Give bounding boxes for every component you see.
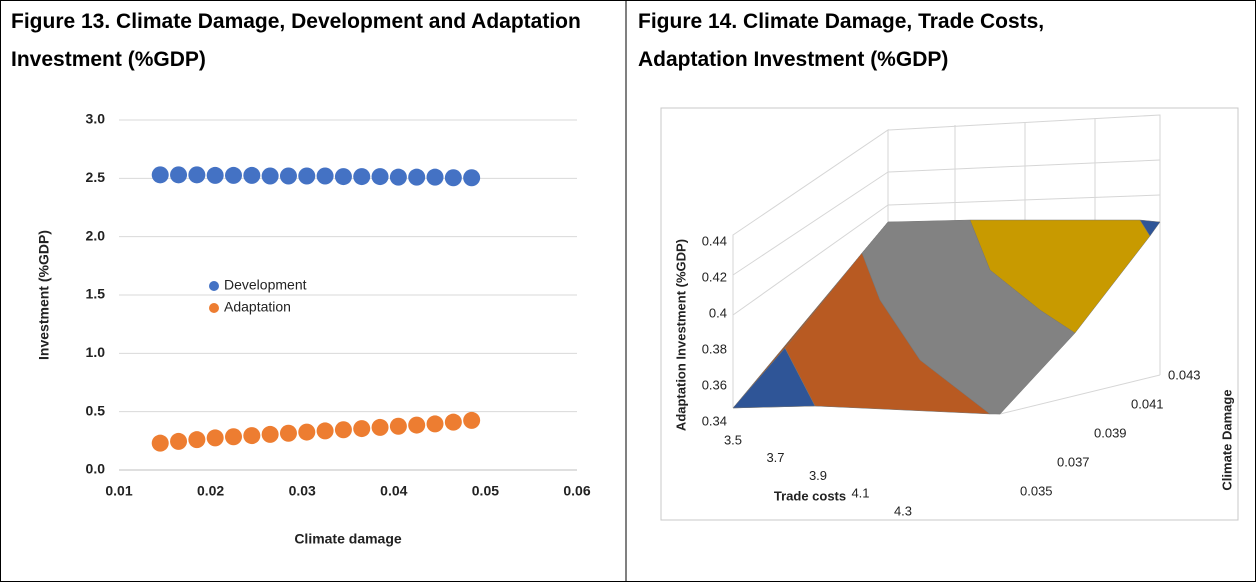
z-tick-label: 0.34 xyxy=(702,413,727,428)
point xyxy=(279,424,297,442)
x-tick-label: 0.03 xyxy=(289,483,316,499)
x-tick-label: 0.01 xyxy=(105,483,132,499)
point xyxy=(426,168,444,186)
point xyxy=(444,169,462,187)
point xyxy=(389,417,407,435)
x-tick-label: 3.7 xyxy=(766,450,784,465)
x-tick-label: 3.9 xyxy=(809,468,827,483)
y-tick-label: 1.5 xyxy=(86,286,106,302)
y-tick-label: 2.0 xyxy=(86,227,106,243)
y-tick-label: 0.041 xyxy=(1131,396,1164,411)
y-tick-label: 1.0 xyxy=(86,344,106,360)
x-axis-label: Climate damage xyxy=(294,531,402,547)
point xyxy=(463,169,481,187)
y-tick-label: 0.039 xyxy=(1094,425,1127,440)
y-tick-label: 0.5 xyxy=(86,402,106,418)
z-tick-label: 0.4 xyxy=(709,305,727,320)
point xyxy=(316,167,334,185)
x-tick-label: 0.02 xyxy=(197,483,224,499)
point xyxy=(279,167,297,185)
y-tick-label: 3.0 xyxy=(86,111,106,127)
z-tick-label: 0.38 xyxy=(702,341,727,356)
x-tick-label: 4.3 xyxy=(894,503,912,518)
point xyxy=(371,168,389,186)
z-tick-label: 0.44 xyxy=(702,233,727,248)
surface xyxy=(732,219,1161,415)
y-tick-label: 0.035 xyxy=(1020,483,1053,498)
x-tick-label: 0.05 xyxy=(472,483,499,499)
point xyxy=(188,431,206,449)
point xyxy=(426,415,444,433)
point xyxy=(353,168,371,186)
point xyxy=(298,167,316,185)
y-tick-label: 2.5 xyxy=(86,169,106,185)
legend-label: Development xyxy=(224,277,307,293)
z-tick-label: 0.36 xyxy=(702,377,727,392)
legend-marker xyxy=(209,281,219,291)
point xyxy=(151,434,169,452)
point xyxy=(170,166,188,184)
point xyxy=(371,418,389,436)
surface-chart: 3.5 3.7 3.9 4.1 4.3 0.035 0.037 0.039 0.041 0.043… xyxy=(660,107,1239,521)
z-tick-label: 0.42 xyxy=(702,269,727,284)
y-axis-label: Climate Damage xyxy=(1219,389,1234,490)
wireframe xyxy=(732,114,1161,415)
point xyxy=(225,428,242,446)
legend-label: Adaptation xyxy=(224,299,291,315)
point xyxy=(444,413,462,431)
point xyxy=(334,168,352,186)
x-axis-label: Trade costs xyxy=(774,488,846,503)
figure-title: Figure 14. Climate Damage, Trade Costs, A… xyxy=(638,10,1044,71)
z-axis-label: Adaptation Investment (%GDP) xyxy=(673,239,688,431)
point xyxy=(334,421,352,439)
point xyxy=(316,422,334,440)
point xyxy=(408,168,426,186)
point xyxy=(243,166,261,184)
point xyxy=(408,416,426,434)
y-tick-label: 0.037 xyxy=(1057,454,1090,469)
point xyxy=(206,166,224,184)
scatter-chart: 0.0 0.5 1.0 1.5 2.0 2.5 3.0 0.01 0.02 0.03 0.04 0.0… xyxy=(36,111,591,547)
point xyxy=(298,423,316,441)
figure-title: Figure 13. Climate Damage, Development a… xyxy=(11,10,581,71)
y-tick-label: 0.043 xyxy=(1168,367,1201,382)
point xyxy=(151,166,169,184)
x-tick-label: 0.06 xyxy=(563,483,590,499)
x-tick-label: 0.04 xyxy=(380,483,407,499)
point xyxy=(389,168,407,186)
point xyxy=(206,429,224,447)
point xyxy=(353,420,371,438)
x-tick-label: 3.5 xyxy=(724,432,742,447)
y-tick-label: 0.0 xyxy=(86,461,106,477)
point xyxy=(463,411,481,429)
point xyxy=(225,166,242,184)
x-tick-label: 4.1 xyxy=(851,486,869,501)
y-axis-label: Investment (%GDP) xyxy=(36,230,52,360)
point xyxy=(188,166,206,184)
point xyxy=(261,167,279,185)
point xyxy=(243,427,261,445)
point xyxy=(261,425,279,443)
point xyxy=(170,432,188,450)
legend-marker xyxy=(209,303,219,313)
